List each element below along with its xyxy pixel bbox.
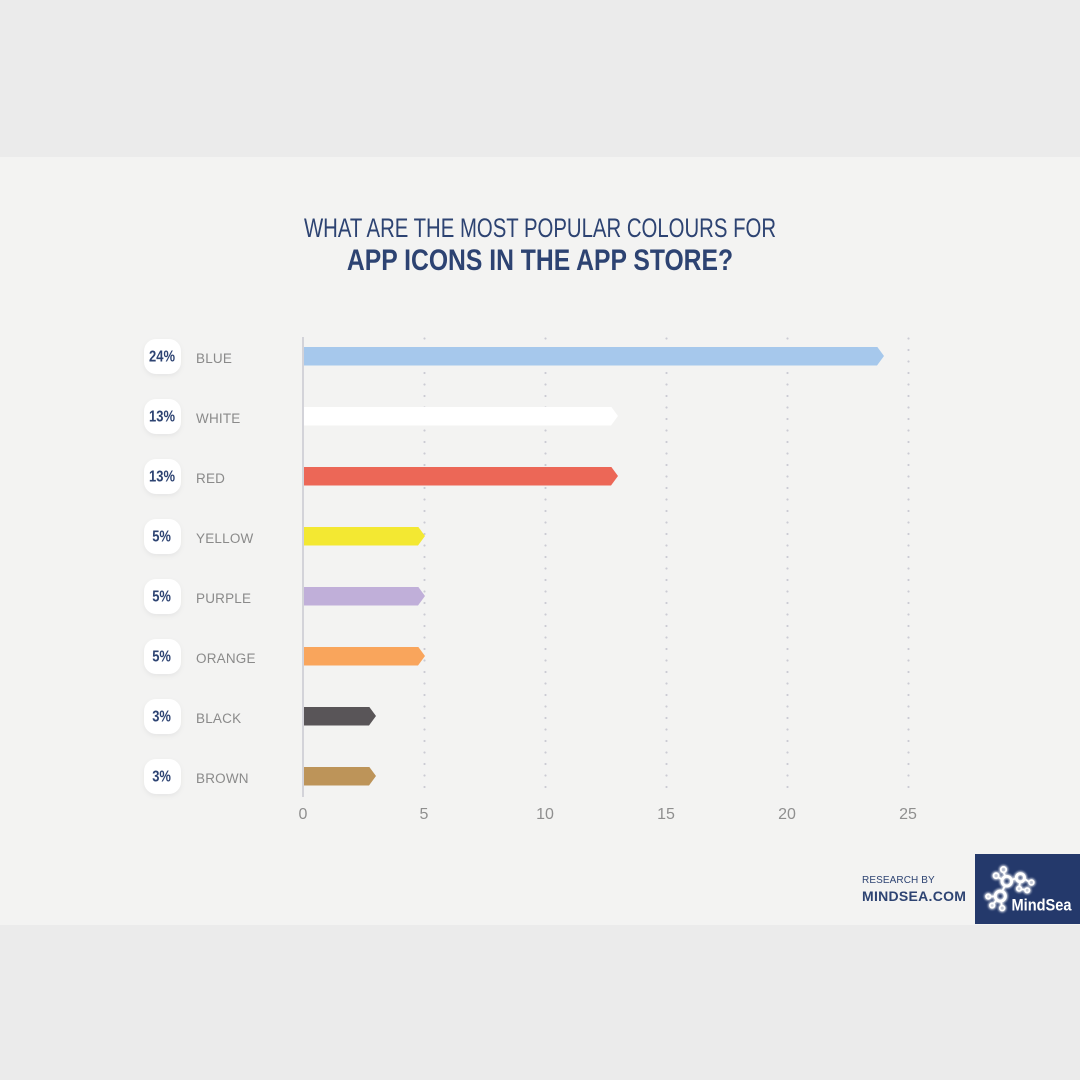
svg-text:MindSea: MindSea xyxy=(1012,896,1072,915)
